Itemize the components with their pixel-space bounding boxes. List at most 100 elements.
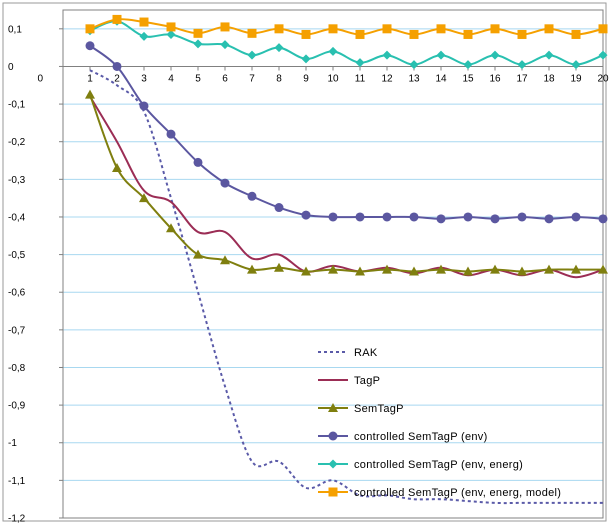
data-point (517, 266, 527, 276)
data-point (382, 24, 392, 34)
data-point (193, 157, 203, 167)
data-point (328, 264, 338, 274)
data-point (139, 31, 149, 41)
data-point (436, 24, 446, 34)
data-point (409, 29, 419, 39)
data-point (571, 29, 581, 39)
y-tick-label: -0,2 (8, 137, 26, 148)
data-point (544, 50, 554, 60)
data-point (544, 214, 554, 224)
x-tick-label: 16 (489, 73, 501, 84)
series-rak (89, 69, 603, 505)
data-point (436, 264, 446, 274)
data-point (490, 24, 500, 34)
data-point (463, 266, 473, 276)
data-point (544, 24, 554, 34)
x-tick-label: 8 (276, 73, 282, 84)
data-point (409, 212, 419, 222)
data-point (166, 22, 176, 32)
data-point (382, 50, 392, 60)
data-point (355, 58, 365, 68)
data-point (436, 50, 446, 60)
x-tick-label: 14 (435, 73, 447, 84)
x-tick-label: 17 (516, 73, 528, 84)
data-point (382, 212, 392, 222)
data-point (193, 249, 203, 259)
data-point (463, 60, 473, 70)
data-point (598, 50, 608, 60)
x-tick-label: 5 (195, 73, 201, 84)
x-tick-label: 2 (114, 73, 120, 84)
data-point (517, 29, 527, 39)
data-point (328, 46, 338, 56)
data-point (274, 203, 284, 213)
data-point (355, 212, 365, 222)
y-tick-label: -1 (8, 438, 17, 449)
x-tick-label: 10 (327, 73, 339, 84)
data-point (301, 210, 311, 220)
series-line-rak (89, 69, 603, 505)
legend-label: TagP (354, 375, 380, 387)
data-point (247, 191, 257, 201)
y-tick-label: -0,6 (8, 288, 26, 299)
legend-label: SemTagP (354, 403, 404, 415)
plot-area-frame (62, 9, 604, 519)
series-layer (85, 14, 608, 505)
legend-label: RAK (354, 347, 378, 359)
legend-label: controlled SemTagP (env) (354, 431, 488, 443)
data-point (301, 54, 311, 64)
data-point (463, 212, 473, 222)
legend-entry-controlled-semtagp-env: controlled SemTagP (env) (318, 431, 488, 443)
legend-entry-controlled-semtagp-env-energ: controlled SemTagP (env, energ) (318, 459, 523, 471)
data-point (544, 264, 554, 274)
data-point (517, 212, 527, 222)
data-point (274, 262, 284, 272)
data-point (247, 50, 257, 60)
x-tick-label: 15 (462, 73, 474, 84)
data-point (598, 264, 608, 274)
x-tick-label: 18 (543, 73, 555, 84)
legend-entry-controlled-semtagp-env-energ-model: controlled SemTagP (env, energ, model) (318, 487, 561, 499)
data-point (382, 264, 392, 274)
data-point (247, 264, 257, 274)
data-point (571, 212, 581, 222)
data-point (220, 22, 230, 32)
data-point (598, 214, 608, 224)
axes: 0,1 0 -0,1 -0,2 -0,3 -0,4 -0,5 -0,6 -0,7 -0,8 -0,9… (8, 24, 609, 524)
legend-label: controlled SemTagP (env, energ) (354, 459, 523, 471)
data-point (139, 193, 149, 203)
data-point (490, 214, 500, 224)
data-point (220, 255, 230, 265)
data-point (112, 14, 122, 24)
data-point (220, 178, 230, 188)
data-point (193, 28, 203, 38)
data-point (490, 50, 500, 60)
y-tick-label: -0,8 (8, 363, 26, 374)
x-tick-label: 6 (222, 73, 228, 84)
data-point (166, 223, 176, 233)
data-point (598, 24, 608, 34)
x-tick-label: 4 (168, 73, 174, 84)
data-point (139, 17, 149, 27)
y-tick-label: -0,5 (8, 250, 26, 261)
data-point (328, 212, 338, 222)
data-point (463, 29, 473, 39)
data-point (571, 264, 581, 274)
data-point (112, 61, 122, 71)
data-point (274, 43, 284, 53)
y-tick-label: -1,1 (8, 476, 26, 487)
legend-marker (328, 403, 338, 412)
data-point (112, 163, 122, 173)
x-tick-label: 20 (597, 73, 609, 84)
data-point (193, 39, 203, 49)
x-tick-label: 3 (141, 73, 147, 84)
series-controlled-semtagp-env-energ (85, 16, 608, 70)
y-tick-label: 0,1 (8, 24, 22, 35)
data-point (355, 29, 365, 39)
y-tick-label: -0,3 (8, 175, 26, 186)
data-point (328, 24, 338, 34)
legend-entry-rak: RAK (318, 347, 378, 359)
x-tick-label: 13 (408, 73, 420, 84)
